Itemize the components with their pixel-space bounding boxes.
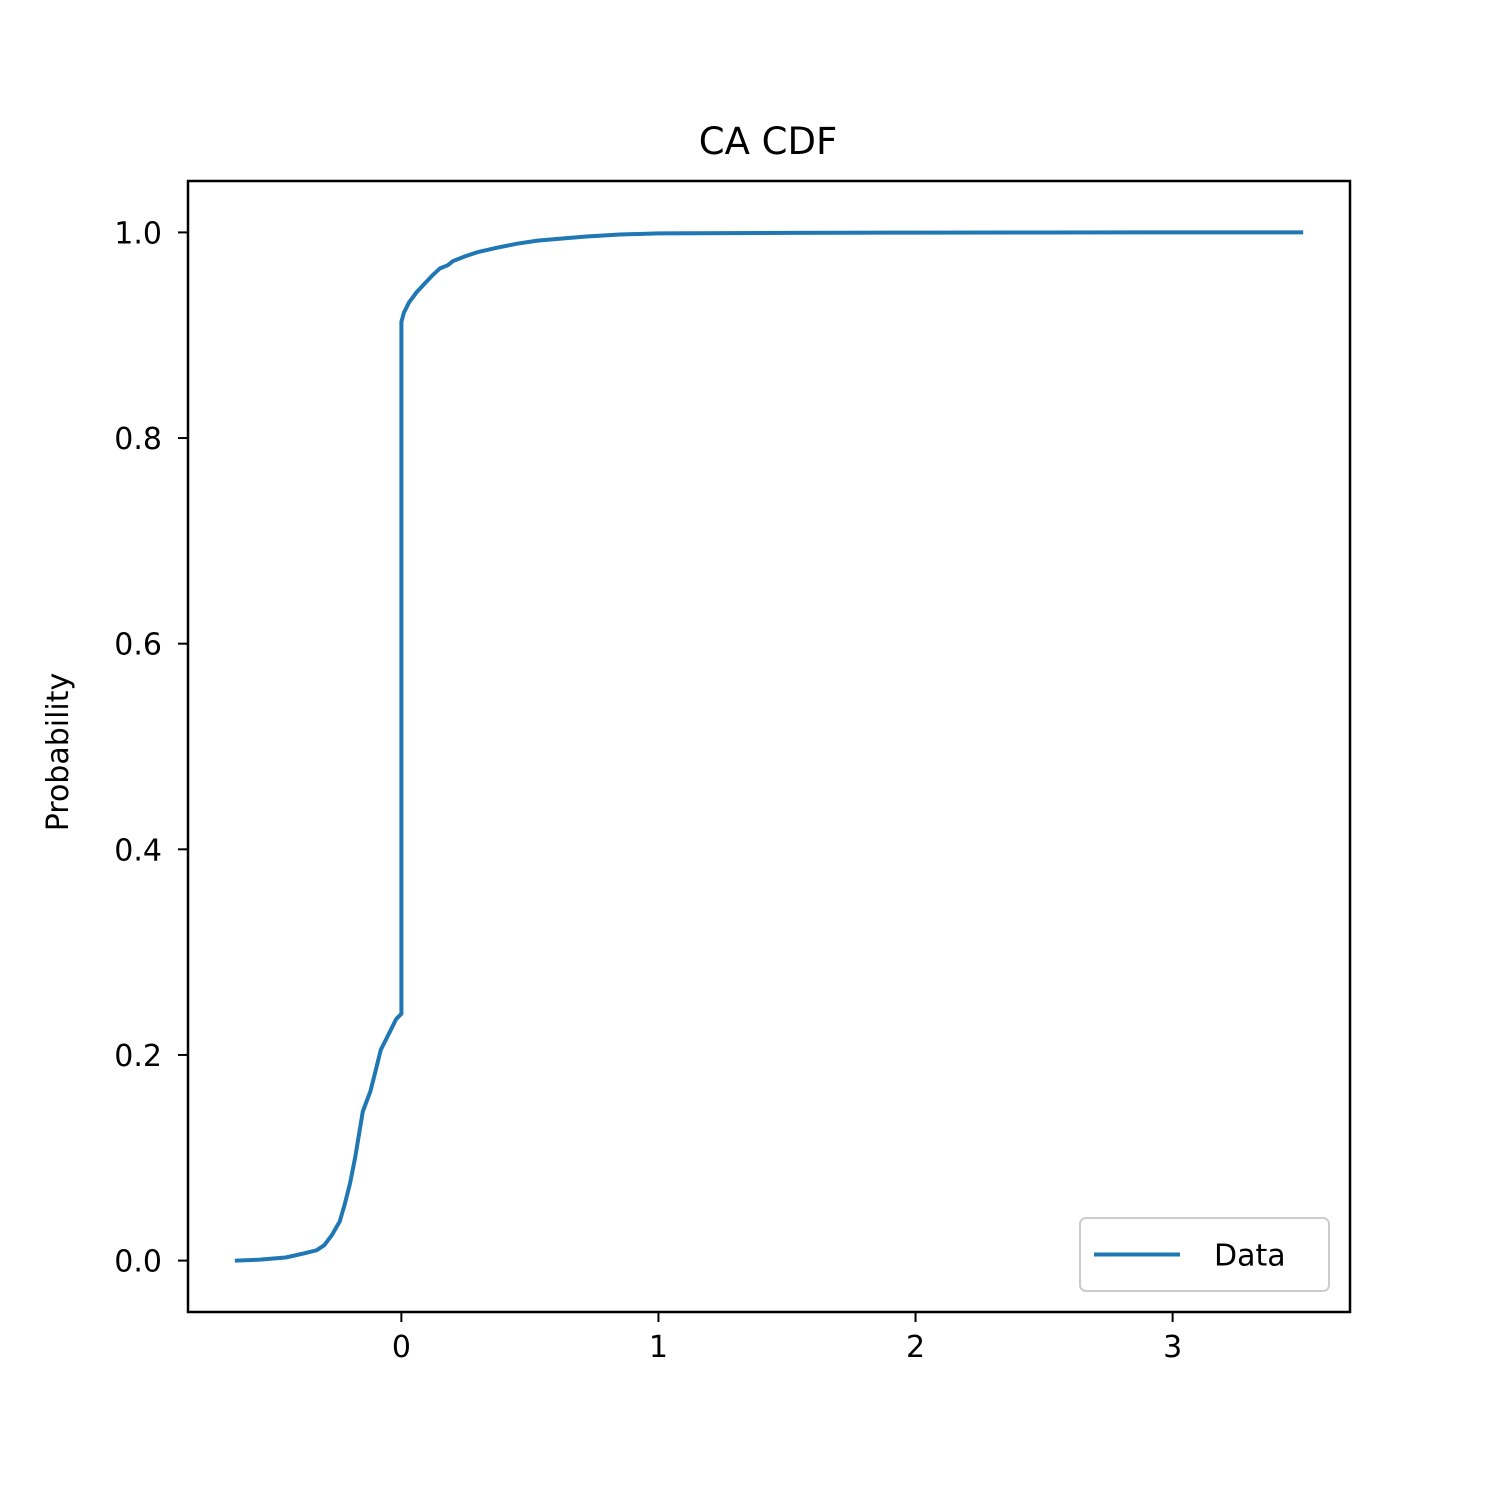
x-tick-label: 1 [649, 1330, 668, 1365]
y-tick-label: 0.8 [114, 422, 162, 457]
y-tick-label: 0.2 [114, 1039, 162, 1074]
y-tick-label: 0.4 [114, 833, 162, 868]
x-axis: 0 1 2 3 [392, 1312, 1182, 1365]
plot-area [234, 230, 1304, 1263]
legend: Data [1079, 1217, 1330, 1292]
y-tick-label: 1.0 [114, 216, 162, 251]
y-tick-label: 0.0 [114, 1245, 162, 1280]
y-axis-label: Probability [41, 673, 76, 832]
y-tick-label: 0.6 [114, 628, 162, 663]
x-tick-label: 0 [392, 1330, 411, 1365]
y-axis: 0.0 0.2 0.4 0.6 0.8 1.0 [114, 216, 188, 1280]
legend-box [1079, 1217, 1330, 1292]
x-tick-label: 3 [1163, 1330, 1182, 1365]
legend-label: Data [1214, 1239, 1286, 1274]
series-line-data [234, 230, 1304, 1263]
x-tick-label: 2 [906, 1330, 925, 1365]
chart-title: CA CDF [699, 120, 838, 163]
plot-frame [186, 179, 1352, 1314]
